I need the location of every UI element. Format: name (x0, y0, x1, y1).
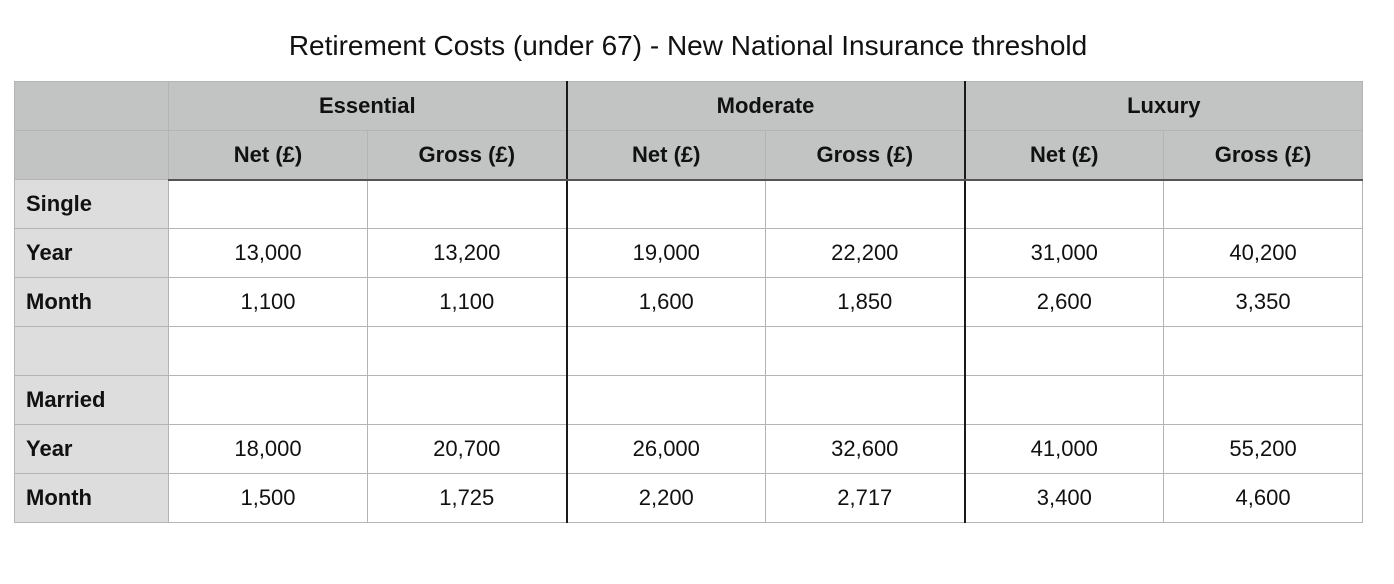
table-cell (1163, 326, 1364, 376)
table-cell: 2,717 (765, 473, 966, 523)
table-cell (765, 326, 966, 376)
table-cell (168, 179, 368, 229)
table-cell: 3,400 (963, 473, 1165, 523)
table-cell: 18,000 (168, 424, 368, 474)
retirement-costs-table: Essential Moderate Luxury Net (£) Gross … (14, 81, 1364, 523)
table-cell: 20,700 (366, 424, 568, 474)
row-label: Single (14, 179, 169, 229)
table-cell (168, 375, 368, 425)
table-title: Retirement Costs (under 67) - New Nation… (288, 30, 1088, 61)
table-row: Single (14, 179, 1364, 229)
table-row: Year 13,000 13,200 19,000 22,200 31,000 40,200 (14, 228, 1364, 278)
table-cell: 13,000 (168, 228, 368, 278)
table-cell (366, 375, 568, 425)
table-cell (168, 326, 368, 376)
table-row: Month 1,100 1,100 1,600 1,850 2,600 3,350 (14, 277, 1364, 327)
table-cell: 40,200 (1163, 228, 1364, 278)
table-cell (963, 375, 1165, 425)
row-label: Married (14, 375, 169, 425)
table-cell: 4,600 (1163, 473, 1364, 523)
group-header-moderate: Moderate (565, 81, 966, 131)
table-cell (366, 179, 568, 229)
header-corner-cell (14, 81, 169, 131)
table-cell (963, 179, 1165, 229)
row-label: Month (14, 473, 169, 523)
column-header: Net (£) (963, 130, 1165, 181)
table-cell: 1,500 (168, 473, 368, 523)
table-cell: 1,100 (168, 277, 368, 327)
table-cell: 1,850 (765, 277, 966, 327)
group-header-luxury: Luxury (963, 81, 1364, 131)
table-cell: 41,000 (963, 424, 1165, 474)
table-cell (765, 375, 966, 425)
column-header-row: Net (£) Gross (£) Net (£) Gross (£) Net … (14, 130, 1364, 181)
table-cell (1163, 179, 1364, 229)
column-header: Gross (£) (765, 130, 966, 181)
column-header: Net (£) (168, 130, 368, 181)
table-cell (366, 326, 568, 376)
table-cell (565, 375, 767, 425)
table-row (14, 326, 1364, 376)
table-cell (963, 326, 1165, 376)
table-cell: 26,000 (565, 424, 767, 474)
row-label: Year (14, 424, 169, 474)
row-label: Year (14, 228, 169, 278)
column-header: Net (£) (565, 130, 767, 181)
table-row: Year 18,000 20,700 26,000 32,600 41,000 55,200 (14, 424, 1364, 474)
group-header-row: Essential Moderate Luxury (14, 81, 1364, 131)
table-cell: 32,600 (765, 424, 966, 474)
table-cell: 3,350 (1163, 277, 1364, 327)
row-label: Month (14, 277, 169, 327)
table-row: Married (14, 375, 1364, 425)
table-cell (565, 326, 767, 376)
table-cell: 1,725 (366, 473, 568, 523)
table-cell: 22,200 (765, 228, 966, 278)
table-body: Single Year 13,000 13,200 19,000 22,200 31,000… (14, 179, 1364, 523)
table-cell: 1,600 (565, 277, 767, 327)
table-cell: 31,000 (963, 228, 1165, 278)
table-cell (1163, 375, 1364, 425)
header-corner-cell (14, 130, 169, 180)
column-header: Gross (£) (366, 130, 568, 181)
table-row: Month 1,500 1,725 2,200 2,717 3,400 4,600 (14, 473, 1364, 523)
table-cell (565, 179, 767, 229)
table-cell: 2,200 (565, 473, 767, 523)
table-cell: 19,000 (565, 228, 767, 278)
row-label (14, 326, 169, 376)
table-cell: 13,200 (366, 228, 568, 278)
table-cell: 55,200 (1163, 424, 1364, 474)
table-cell (765, 179, 966, 229)
column-header: Gross (£) (1163, 130, 1364, 181)
group-header-essential: Essential (167, 81, 568, 131)
table-cell: 1,100 (366, 277, 568, 327)
table-cell: 2,600 (963, 277, 1165, 327)
